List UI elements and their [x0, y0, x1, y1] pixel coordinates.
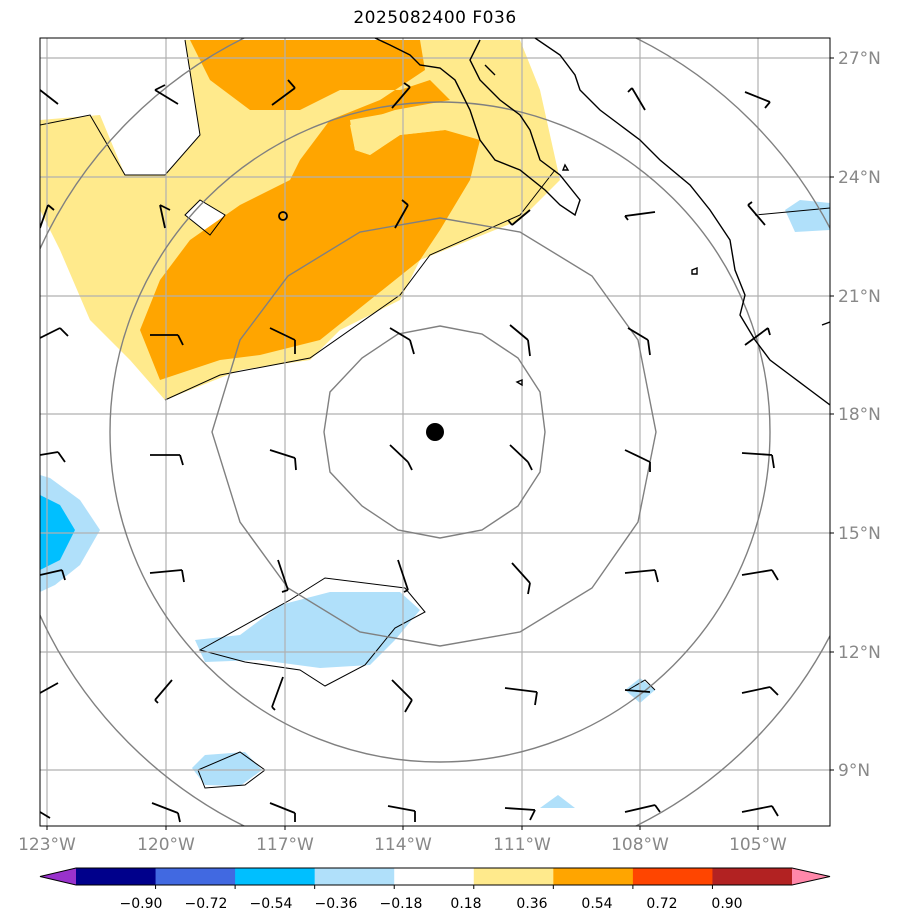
range-ring-1	[323, 325, 546, 539]
contour-fill-lightblue-south	[195, 592, 420, 668]
colorbar-swatch	[314, 868, 395, 885]
map-frame	[39, 37, 831, 827]
contour-lines	[40, 39, 830, 789]
colorbar-swatch	[394, 868, 475, 885]
colorbar-tick-label: 0.54	[581, 896, 612, 912]
map-plot-area	[40, 38, 830, 826]
contour-fill-lightblue-s2	[540, 795, 575, 808]
wind-barbs	[40, 79, 779, 823]
lon-label: 108°W	[611, 835, 669, 855]
colorbar-swatch	[235, 868, 316, 885]
longitude-labels: 123°W 120°W 117°W 114°W 111°W 108°W 105°…	[18, 835, 787, 855]
colorbar-tick-label: −0.54	[250, 896, 293, 912]
lat-label: 21°N	[838, 287, 881, 307]
colorbar-tick-label: −0.36	[315, 896, 358, 912]
lat-label: 24°N	[838, 168, 881, 188]
colorbar-tick-label: 0.90	[711, 896, 742, 912]
contour-fill-yellow-inner	[350, 112, 445, 155]
lat-label: 18°N	[838, 405, 881, 425]
lon-label: 117°W	[256, 835, 314, 855]
colorbar-extend-max	[792, 868, 830, 885]
lon-label: 114°W	[374, 835, 432, 855]
range-rings	[40, 38, 830, 826]
contour-fill-orange	[140, 40, 480, 380]
range-ring-3	[109, 101, 771, 763]
colorbar-swatch	[76, 868, 157, 885]
colorbar-swatch	[632, 868, 713, 885]
lon-label: 123°W	[18, 835, 76, 855]
map-title: 2025082400 F036	[353, 8, 517, 28]
colorbar	[39, 867, 831, 889]
colorbar-tick-label: 0.36	[516, 896, 547, 912]
axis-ticks	[46, 57, 834, 830]
colorbar-swatch	[155, 868, 236, 885]
colorbar-extend-min	[40, 868, 76, 885]
calm-wind-marker	[278, 211, 288, 221]
colorbar-tick-labels: −0.90 −0.72 −0.54 −0.36 −0.18 0.18 0.36 …	[120, 896, 743, 912]
lon-label: 120°W	[137, 835, 195, 855]
lat-label: 9°N	[838, 761, 870, 781]
lat-label: 15°N	[838, 524, 881, 544]
lon-label: 105°W	[729, 835, 787, 855]
latitude-labels: 27°N 24°N 21°N 18°N 15°N 12°N 9°N	[838, 49, 881, 781]
range-ring-2	[211, 217, 657, 647]
colorbar-outline	[39, 867, 831, 886]
colorbar-swatch	[712, 868, 793, 885]
storm-center-marker	[426, 423, 444, 441]
colorbar-swatch	[553, 868, 634, 885]
coastlines	[374, 38, 830, 406]
lon-label: 111°W	[493, 835, 551, 855]
colorbar-swatch	[473, 868, 554, 885]
lat-label: 12°N	[838, 643, 881, 663]
colorbar-tick-label: −0.90	[120, 896, 163, 912]
contour-fill-lightblue-sw	[192, 752, 262, 786]
colorbar-tick-label: −0.18	[380, 896, 423, 912]
lat-label: 27°N	[838, 49, 881, 69]
colorbar-tick-label: 0.18	[450, 896, 481, 912]
colorbar-tick-label: −0.72	[185, 896, 228, 912]
colorbar-tick-label: 0.72	[646, 896, 677, 912]
